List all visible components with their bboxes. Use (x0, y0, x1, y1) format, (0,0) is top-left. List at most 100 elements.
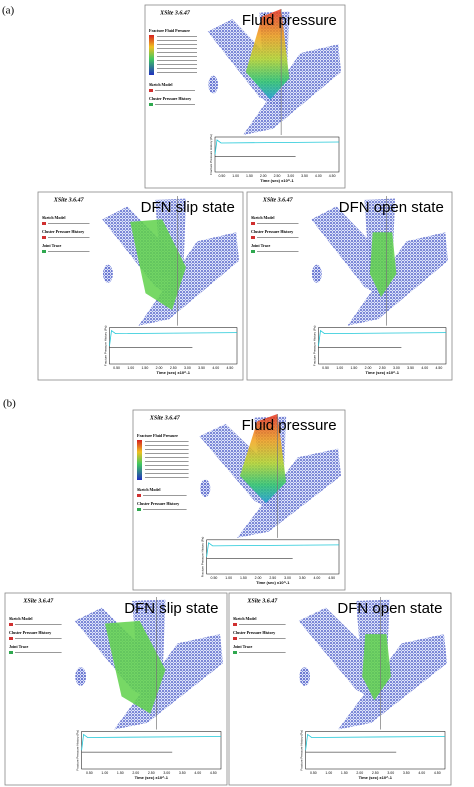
legend-swatch (233, 651, 237, 654)
point-cloud (299, 667, 310, 686)
legend-line (157, 52, 197, 53)
x-tick-label: 4.00 (418, 771, 425, 775)
simulation-view: XSite 3.6.47 Sketch Model Cluster Pressure… (4, 592, 228, 786)
x-tick-label: 1.50 (351, 366, 358, 370)
fracture-core (130, 219, 186, 311)
legend-line (157, 72, 197, 73)
legend-heading: Cluster Pressure History (42, 229, 84, 234)
legend-swatch (9, 637, 13, 640)
fracture-core (239, 414, 287, 504)
x-tick-label: 3.50 (301, 174, 308, 178)
legend-heading: Cluster Pressure History (9, 630, 51, 635)
software-name: XSite 3.6.47 (159, 10, 191, 16)
legend-line (48, 223, 90, 224)
legend-line (257, 223, 299, 224)
y-axis-label: Fracture Pressure History (Pa) (299, 730, 303, 771)
x-tick-label: 3.50 (198, 366, 205, 370)
legend-line (145, 441, 189, 442)
x-tick-label: 0.50 (211, 576, 218, 580)
panel-label: (b) (3, 398, 16, 410)
x-tick-label: 2.00 (356, 771, 363, 775)
legend-line (145, 469, 189, 470)
legend-line (48, 251, 90, 252)
history-plot (109, 327, 238, 365)
legend-line (48, 237, 90, 238)
legend-swatch (251, 222, 255, 225)
panel-label: (a) (2, 5, 15, 17)
legend-swatch (251, 250, 255, 253)
view-title: DFN open state (339, 199, 444, 216)
x-tick-label: 0.50 (322, 366, 329, 370)
x-tick-label: 4.50 (210, 771, 217, 775)
x-tick-label: 4.00 (194, 771, 201, 775)
y-axis-label: Fracture Pressure History (Pa) (209, 134, 213, 175)
x-tick-label: 4.50 (328, 576, 335, 580)
x-tick-label: 3.00 (184, 366, 191, 370)
legend-heading: Joint Trace (42, 243, 62, 248)
legend-line (145, 477, 189, 478)
legend-line (157, 48, 197, 49)
legend-line (145, 449, 189, 450)
x-tick-label: 2.00 (156, 366, 163, 370)
history-plot (206, 539, 340, 575)
x-tick-label: 3.00 (287, 174, 294, 178)
legend-heading: Cluster Pressure History (233, 630, 275, 635)
x-tick-label: 2.50 (269, 576, 276, 580)
point-cloud (102, 264, 113, 283)
legend-heading: Sketch Model (233, 616, 257, 621)
legend-heading: Cluster Pressure History (137, 501, 179, 506)
legend-swatch (251, 236, 255, 239)
legend-swatch (9, 623, 13, 626)
x-tick-label: 4.00 (315, 174, 322, 178)
pressure-curve (109, 329, 238, 346)
fracture-core (369, 232, 397, 298)
legend-colorbar (137, 440, 142, 480)
legend-line (239, 652, 286, 653)
x-axis-label: Time (sec) x10^-1 (260, 178, 294, 183)
legend-heading: Joint Trace (251, 243, 271, 248)
software-name: XSite 3.6.47 (22, 598, 54, 604)
legend-line (143, 509, 187, 510)
x-tick-label: 4.50 (227, 366, 234, 370)
history-plot (318, 327, 447, 365)
x-tick-label: 2.50 (148, 771, 155, 775)
legend-line (145, 473, 189, 474)
legend-line (157, 64, 197, 65)
view-title: Fluid pressure (242, 417, 337, 434)
legend-heading: Sketch Model (137, 487, 161, 492)
legend-heading: Cluster Pressure History (251, 229, 293, 234)
legend-swatch (42, 222, 46, 225)
x-tick-label: 2.50 (274, 174, 281, 178)
legend-line (157, 60, 197, 61)
pressure-curve (81, 733, 222, 751)
legend-heading: Cluster Pressure History (149, 96, 191, 101)
legend-heading: Sketch Model (251, 215, 275, 220)
point-cloud (200, 479, 211, 497)
x-tick-label: 1.00 (336, 366, 343, 370)
x-tick-label: 1.00 (225, 576, 232, 580)
x-tick-label: 1.00 (101, 771, 108, 775)
legend-line (143, 495, 187, 496)
legend-line (157, 40, 197, 41)
software-name: XSite 3.6.47 (246, 598, 278, 604)
x-tick-label: 0.50 (86, 771, 93, 775)
x-tick-label: 3.50 (299, 576, 306, 580)
y-axis-label: Fracture Pressure History (Pa) (75, 730, 79, 771)
x-axis-label: Time (sec) x10^-1 (135, 775, 169, 780)
point-cloud (347, 232, 448, 326)
y-axis-label: Fracture Pressure History (Pa) (200, 537, 204, 578)
pressure-curve (206, 542, 340, 557)
legend-line (157, 68, 197, 69)
x-tick-label: 2.00 (255, 576, 262, 580)
simulation-view: XSite 3.6.47 Sketch Model Cluster Pressure… (228, 592, 452, 786)
x-tick-label: 2.00 (260, 174, 267, 178)
point-cloud (75, 667, 86, 686)
legend-line (257, 237, 299, 238)
legend-heading: Joint Trace (233, 644, 253, 649)
legend-line (145, 461, 189, 462)
x-tick-label: 1.00 (232, 174, 239, 178)
point-cloud (243, 44, 341, 135)
view-title: DFN slip state (141, 199, 235, 216)
legend-swatch (137, 494, 141, 497)
